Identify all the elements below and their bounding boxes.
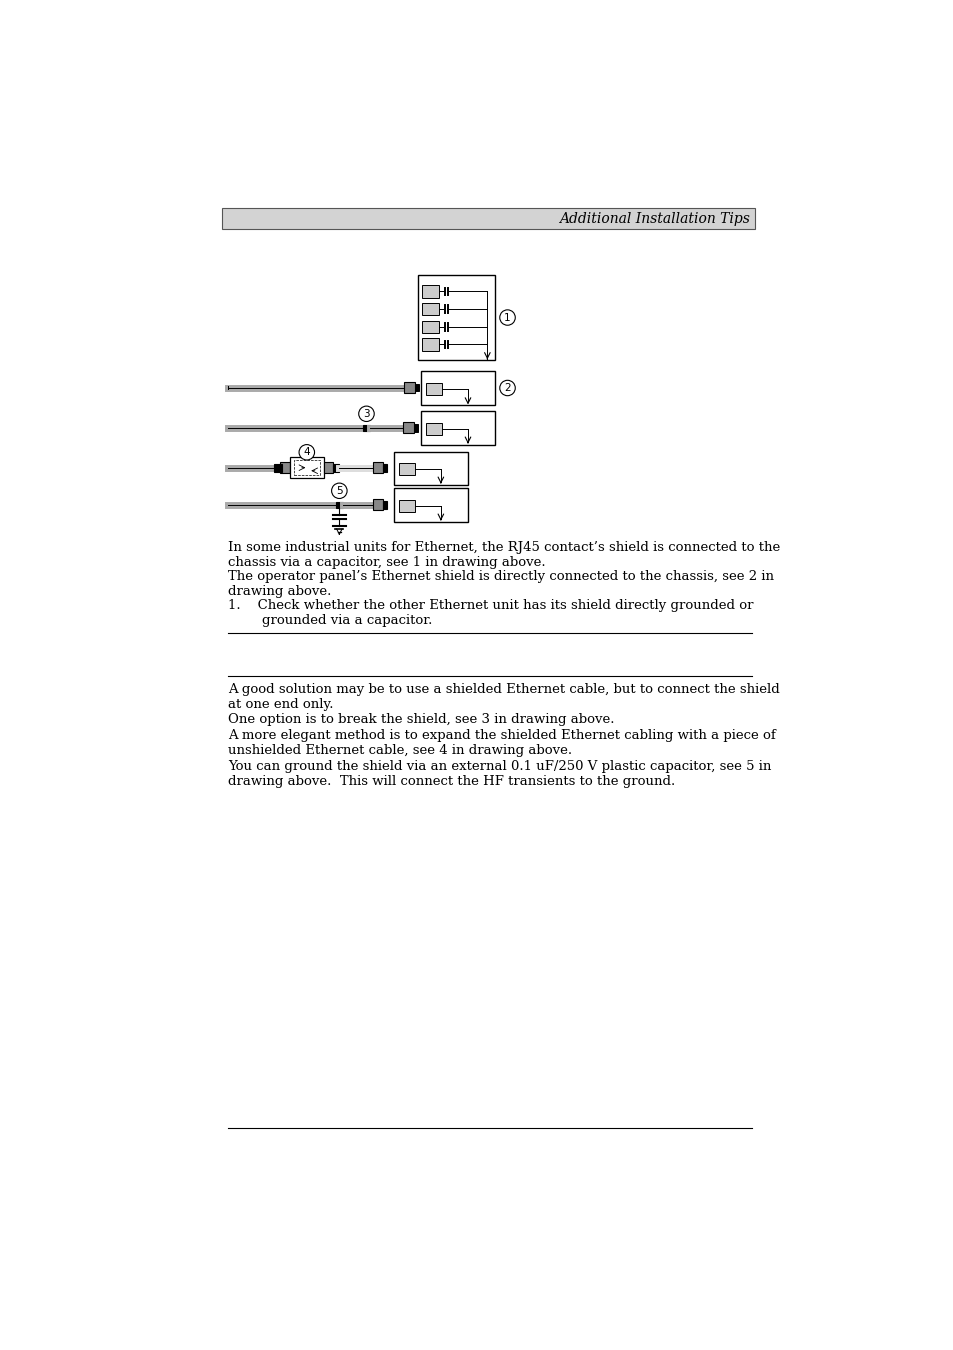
Bar (274, 464, 282, 471)
Bar (290, 456, 323, 478)
Bar (404, 382, 415, 393)
Text: The operator panel’s Ethernet shield is directly connected to the chassis, see 2: The operator panel’s Ethernet shield is … (228, 570, 773, 598)
Bar (335, 502, 343, 508)
Bar (382, 464, 387, 471)
Bar (373, 500, 382, 510)
Text: 3: 3 (363, 409, 370, 418)
Text: A good solution may be to use a shielded Ethernet cable, but to connect the shie: A good solution may be to use a shielded… (228, 683, 779, 711)
Text: 5: 5 (335, 486, 342, 495)
Bar (422, 285, 439, 297)
Bar (394, 451, 468, 485)
Bar (221, 208, 754, 230)
Bar (382, 501, 387, 509)
Circle shape (298, 444, 314, 460)
Bar (422, 302, 439, 316)
Bar (421, 412, 495, 444)
Circle shape (332, 483, 347, 498)
Bar (294, 460, 319, 475)
Circle shape (499, 310, 515, 325)
Bar (426, 383, 441, 396)
Bar (415, 383, 418, 392)
Bar (426, 423, 441, 435)
Bar (417, 275, 495, 360)
Text: 1.    Check whether the other Ethernet unit has its shield directly grounded or
: 1. Check whether the other Ethernet unit… (228, 598, 753, 626)
Text: 2: 2 (504, 383, 510, 393)
Text: 4: 4 (303, 447, 310, 458)
Bar (394, 489, 468, 521)
Bar (373, 462, 382, 472)
Bar (323, 462, 333, 472)
Text: In some industrial units for Ethernet, the RJ45 contact’s shield is connected to: In some industrial units for Ethernet, t… (228, 541, 780, 568)
Bar (363, 424, 370, 431)
Circle shape (358, 406, 374, 421)
Text: You can ground the shield via an external 0.1 uF/250 V plastic capacitor, see 5 : You can ground the shield via an externa… (228, 760, 770, 787)
Bar (421, 371, 495, 405)
Bar (402, 423, 414, 433)
Circle shape (499, 381, 515, 396)
Text: 1: 1 (504, 313, 510, 323)
Bar (398, 463, 415, 475)
Bar (422, 320, 439, 333)
Text: A more elegant method is to expand the shielded Ethernet cabling with a piece of: A more elegant method is to expand the s… (228, 729, 775, 757)
Bar (414, 424, 417, 432)
Text: Additional Installation Tips: Additional Installation Tips (558, 212, 749, 225)
Bar (422, 339, 439, 351)
Bar (398, 500, 415, 513)
Bar (280, 462, 290, 472)
Bar (333, 464, 339, 471)
Text: One option is to break the shield, see 3 in drawing above.: One option is to break the shield, see 3… (228, 713, 614, 726)
